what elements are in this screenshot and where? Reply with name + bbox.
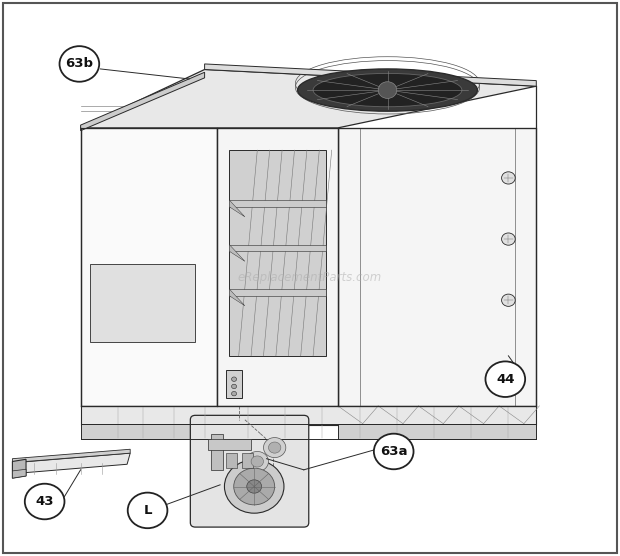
Polygon shape xyxy=(229,200,245,217)
Polygon shape xyxy=(81,128,217,406)
Text: L: L xyxy=(143,504,152,517)
Text: 63a: 63a xyxy=(380,445,407,458)
Circle shape xyxy=(232,384,237,389)
Polygon shape xyxy=(12,469,26,478)
Circle shape xyxy=(251,456,264,467)
Ellipse shape xyxy=(298,69,477,111)
Circle shape xyxy=(224,460,284,513)
Polygon shape xyxy=(229,200,326,207)
Polygon shape xyxy=(229,150,326,356)
Polygon shape xyxy=(229,245,326,251)
Text: eReplacementParts.com: eReplacementParts.com xyxy=(238,271,382,285)
Circle shape xyxy=(502,233,515,245)
Polygon shape xyxy=(338,424,536,439)
Polygon shape xyxy=(208,439,251,450)
Polygon shape xyxy=(12,459,26,478)
Circle shape xyxy=(234,468,275,505)
Circle shape xyxy=(247,480,262,493)
Polygon shape xyxy=(338,128,536,406)
Circle shape xyxy=(378,82,397,98)
Text: 44: 44 xyxy=(496,373,515,386)
Polygon shape xyxy=(211,434,223,470)
Polygon shape xyxy=(81,406,536,425)
Polygon shape xyxy=(229,289,245,306)
Ellipse shape xyxy=(313,73,462,107)
Circle shape xyxy=(502,294,515,306)
FancyBboxPatch shape xyxy=(190,415,309,527)
Circle shape xyxy=(264,438,286,458)
Polygon shape xyxy=(12,453,130,474)
Polygon shape xyxy=(81,72,205,131)
Circle shape xyxy=(485,361,525,397)
Circle shape xyxy=(60,46,99,82)
Circle shape xyxy=(25,484,64,519)
Circle shape xyxy=(246,451,268,471)
Polygon shape xyxy=(226,370,242,398)
Circle shape xyxy=(232,391,237,396)
Text: 43: 43 xyxy=(35,495,54,508)
Circle shape xyxy=(268,442,281,453)
Polygon shape xyxy=(242,453,253,468)
Polygon shape xyxy=(81,424,217,439)
Circle shape xyxy=(374,434,414,469)
Circle shape xyxy=(502,172,515,184)
Polygon shape xyxy=(81,70,536,128)
Polygon shape xyxy=(12,449,130,463)
Polygon shape xyxy=(229,289,326,296)
Polygon shape xyxy=(226,453,237,468)
Polygon shape xyxy=(217,128,338,406)
Circle shape xyxy=(128,493,167,528)
Polygon shape xyxy=(205,64,536,86)
Circle shape xyxy=(232,377,237,381)
Polygon shape xyxy=(90,264,195,342)
Text: 63b: 63b xyxy=(65,57,94,71)
Polygon shape xyxy=(229,245,245,261)
